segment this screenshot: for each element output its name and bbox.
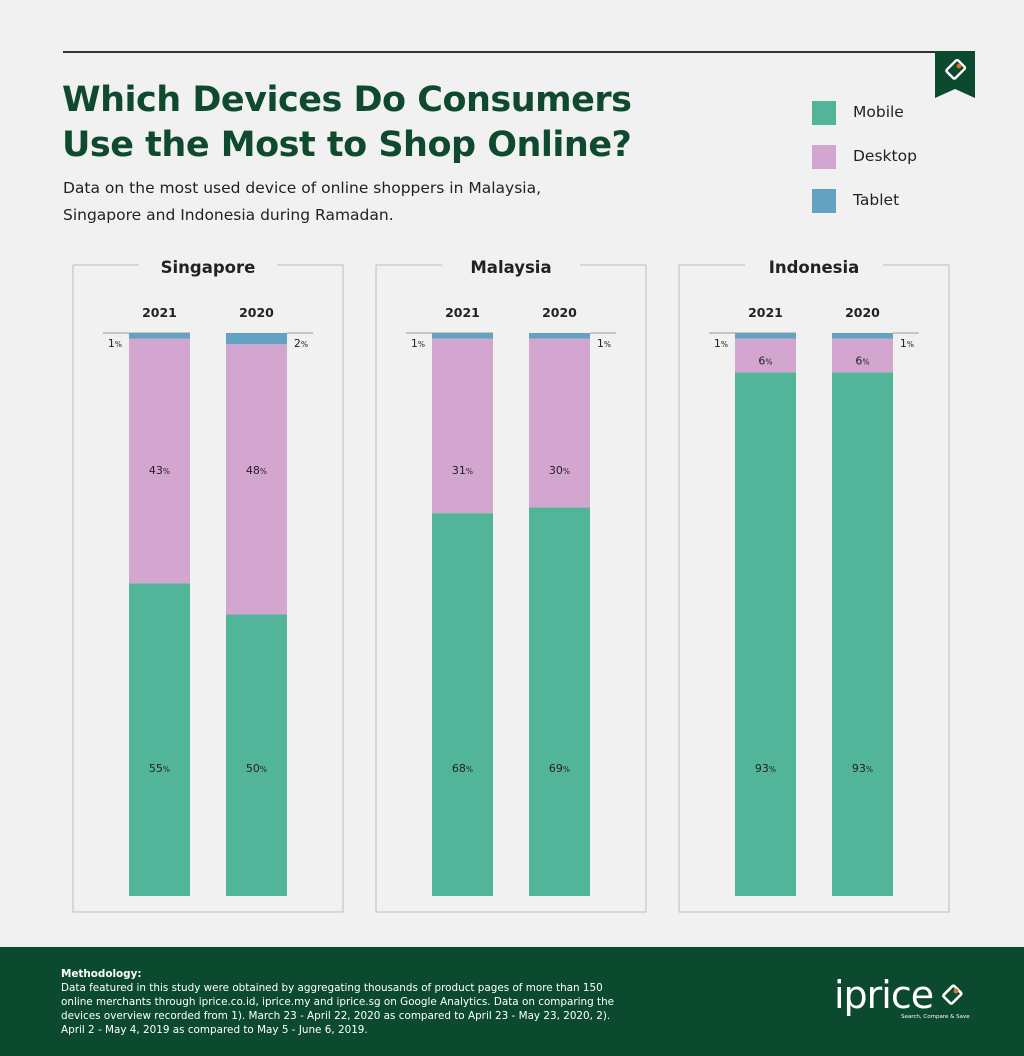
label-desktop-singapore-2020: 48% — [246, 464, 267, 477]
legend-swatch-desktop — [812, 145, 836, 169]
brand-name: iprice — [834, 973, 934, 1017]
bar-desktop-malaysia-2020 — [529, 338, 590, 508]
bar-desktop-indonesia-2020 — [832, 338, 893, 373]
bar-mobile-indonesia-2021 — [735, 372, 796, 896]
label-tablet-singapore-2020: 2% — [294, 337, 308, 350]
stacked-bar-charts: Singapore 2021 55% 43% 1% 2020 50% 48% 2% Malaysi… — [72, 258, 950, 913]
brand-tagline: Search, Compare & Save — [901, 1014, 970, 1020]
label-desktop-singapore-2021: 43% — [149, 464, 170, 477]
year-label-malaysia-2021: 2021 — [445, 305, 480, 320]
bar-tablet-singapore-2021 — [129, 333, 190, 339]
label-tablet-malaysia-2020: 1% — [597, 337, 611, 350]
bar-tablet-malaysia-2021 — [432, 333, 493, 339]
panel-frame-singapore — [72, 264, 344, 913]
panel-title-malaysia: Malaysia — [470, 258, 551, 277]
bar-desktop-singapore-2021 — [129, 338, 190, 584]
label-mobile-indonesia-2020: 93% — [852, 762, 873, 775]
legend-swatch-mobile — [812, 101, 836, 125]
page-subtitle: Data on the most used device of online s… — [63, 179, 541, 224]
legend-label-mobile: Mobile — [853, 103, 904, 121]
label-mobile-singapore-2021: 55% — [149, 762, 170, 775]
bar-mobile-malaysia-2020 — [529, 507, 590, 896]
bar-mobile-indonesia-2020 — [832, 372, 893, 896]
panel-frame-indonesia — [678, 264, 950, 913]
year-label-malaysia-2020: 2020 — [542, 305, 577, 320]
top-divider — [63, 51, 943, 53]
legend-label-desktop: Desktop — [853, 147, 917, 165]
page-title: Which Devices Do Consumers Use the Most … — [62, 80, 632, 165]
label-tablet-singapore-2021: 1% — [108, 337, 122, 350]
label-tablet-indonesia-2021: 1% — [714, 337, 728, 350]
label-desktop-indonesia-2020: 6% — [855, 355, 869, 368]
methodology-text: Data featured in this study were obtaine… — [61, 982, 615, 1036]
footer: Methodology: Data featured in this study… — [0, 947, 1024, 1056]
bar-desktop-singapore-2020 — [226, 344, 287, 615]
bar-desktop-malaysia-2021 — [432, 338, 493, 514]
label-desktop-malaysia-2021: 31% — [452, 464, 473, 477]
year-label-indonesia-2020: 2020 — [845, 305, 880, 320]
methodology: Methodology: Data featured in this study… — [61, 967, 621, 1037]
year-label-singapore-2021: 2021 — [142, 305, 177, 320]
label-mobile-indonesia-2021: 93% — [755, 762, 776, 775]
label-tablet-indonesia-2020: 1% — [900, 337, 914, 350]
label-desktop-indonesia-2021: 6% — [758, 355, 772, 368]
label-tablet-malaysia-2021: 1% — [411, 337, 425, 350]
price-tag-logo-icon — [942, 984, 963, 1005]
bar-mobile-singapore-2020 — [226, 614, 287, 896]
year-label-indonesia-2021: 2021 — [748, 305, 783, 320]
bar-tablet-indonesia-2021 — [735, 333, 796, 339]
label-desktop-malaysia-2020: 30% — [549, 464, 570, 477]
iprice-logo: iprice Search, Compare & Save — [834, 973, 974, 1033]
panel-title-singapore: Singapore — [161, 258, 256, 277]
bar-tablet-indonesia-2020 — [832, 333, 893, 339]
panel-frame-malaysia — [375, 264, 647, 913]
methodology-title: Methodology: — [61, 968, 142, 980]
bar-mobile-singapore-2021 — [129, 583, 190, 896]
bar-tablet-singapore-2020 — [226, 333, 287, 345]
label-mobile-malaysia-2021: 68% — [452, 762, 473, 775]
year-label-singapore-2020: 2020 — [239, 305, 274, 320]
legend-swatch-tablet — [812, 189, 836, 213]
bar-desktop-indonesia-2021 — [735, 338, 796, 373]
label-mobile-malaysia-2020: 69% — [549, 762, 570, 775]
legend-label-tablet: Tablet — [853, 191, 900, 209]
price-tag-icon — [935, 51, 975, 98]
bar-tablet-malaysia-2020 — [529, 333, 590, 339]
bar-mobile-malaysia-2021 — [432, 513, 493, 896]
panel-title-indonesia: Indonesia — [769, 258, 860, 277]
label-mobile-singapore-2020: 50% — [246, 762, 267, 775]
